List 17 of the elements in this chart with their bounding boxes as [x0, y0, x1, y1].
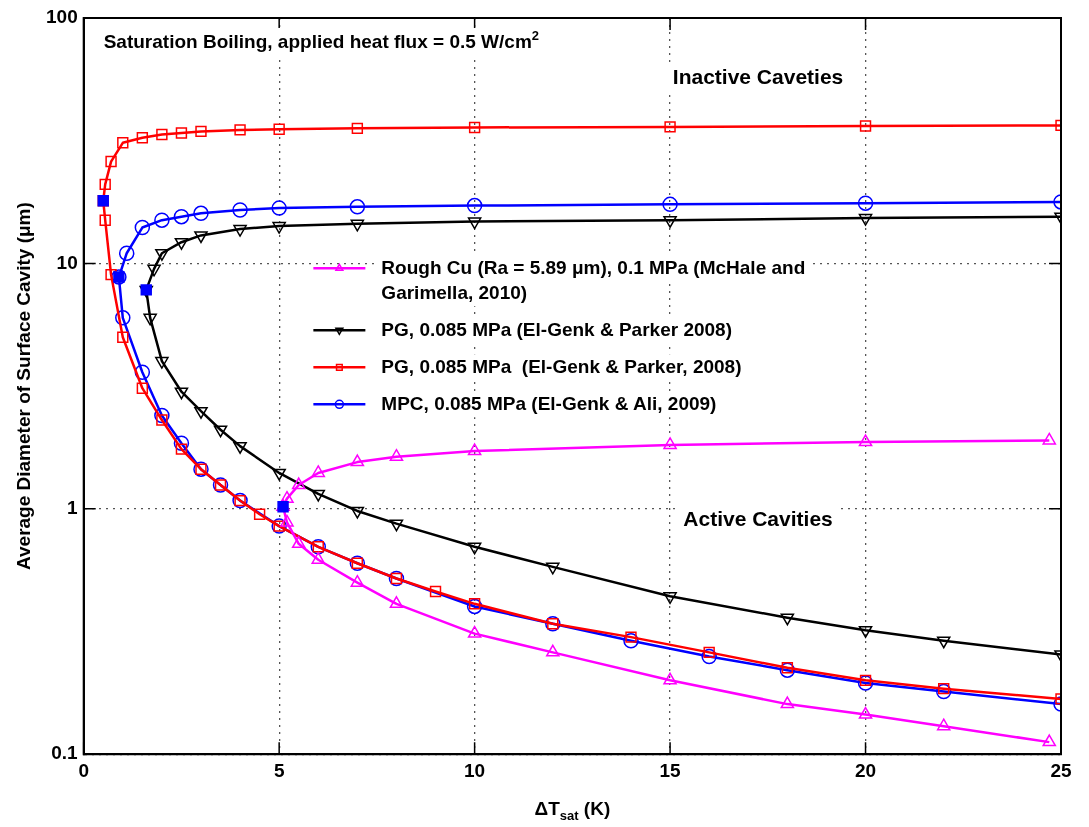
y-tick-label: 100 [46, 6, 78, 28]
x-tick-label: 25 [1050, 759, 1072, 781]
y-tick-label: 10 [56, 251, 78, 273]
x-tick-label: 0 [78, 759, 89, 781]
y-tick-label: 1 [67, 497, 79, 519]
legend-label: Rough Cu (Ra = 5.89 μm), 0.1 MPa (McHale and Garimella, 2010) [381, 256, 806, 303]
legend-label: PG, 0.085 MPa (El-Genk & Parker, 2008) [381, 355, 742, 377]
y-axis-title: Average Diameter of Surface Cavity (μm) [13, 202, 34, 571]
legend-label: MPC, 0.085 MPa (El-Genk & Ali, 2009) [381, 392, 717, 414]
x-tick-label: 10 [464, 759, 486, 781]
legend-label: PG, 0.085 MPa (El-Genk & Parker 2008) [381, 318, 732, 340]
y-tick-label: 0.1 [51, 742, 79, 764]
x-tick-label: 15 [659, 759, 682, 781]
annotation: Inactive Caveties [672, 65, 844, 89]
x-tick-label: 5 [273, 759, 285, 781]
annotation: Active Cavities [683, 506, 833, 530]
x-tick-label: 20 [854, 759, 877, 781]
